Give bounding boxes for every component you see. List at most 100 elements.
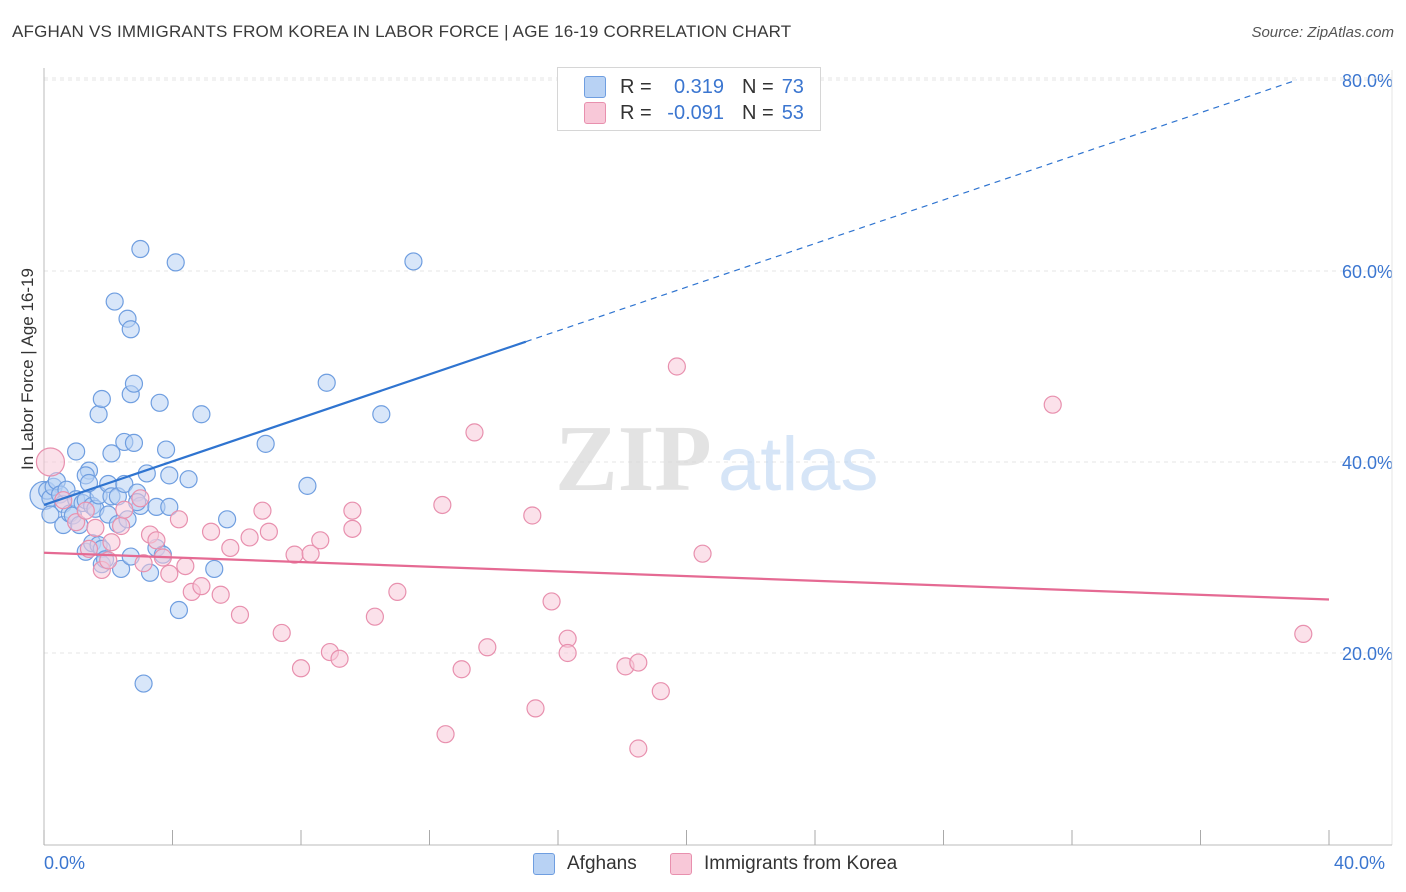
korea-point	[436, 725, 455, 744]
korea-point	[542, 592, 561, 611]
y-tick-label: 80.0%	[1342, 71, 1393, 91]
series-legend-korea[interactable]: Immigrants from Korea	[670, 853, 897, 875]
korea-point	[86, 518, 105, 537]
legend-row-afghans: R = 0.319 N = 73	[584, 74, 804, 100]
korea-point	[102, 533, 121, 552]
korea-point	[433, 495, 452, 515]
afghans-point	[89, 405, 108, 424]
korea-point	[253, 501, 272, 520]
korea-point	[365, 607, 384, 626]
korea-legend-swatch	[670, 853, 692, 875]
korea-point	[147, 531, 166, 550]
correlation-legend: R = 0.319 N = 73 R = -0.091 N = 53	[557, 67, 821, 131]
afghans-point	[156, 440, 176, 459]
afghans-point	[41, 505, 60, 524]
korea-point	[629, 653, 648, 672]
afghans-point	[169, 600, 189, 620]
korea-point	[134, 554, 153, 573]
n-label: N =	[742, 75, 774, 98]
korea-point	[115, 500, 134, 519]
afghans-trend-line	[43, 340, 527, 507]
korea-r-value: -0.091	[667, 101, 724, 124]
y-tick-label: 60.0%	[1342, 262, 1393, 282]
afghans-point	[372, 405, 391, 424]
afghans-point	[111, 559, 131, 579]
korea-point	[1294, 624, 1313, 644]
korea-point	[291, 659, 311, 678]
y-tick-label: 40.0%	[1342, 453, 1393, 473]
korea-point	[651, 682, 670, 701]
korea-trend-line	[43, 551, 1330, 601]
korea-point	[667, 357, 686, 376]
afghans-point	[67, 442, 86, 461]
korea-point	[452, 660, 471, 679]
afghans-legend-label: Afghans	[567, 853, 637, 874]
korea-point	[311, 531, 330, 550]
korea-point	[465, 423, 484, 442]
afghans-point	[121, 320, 140, 339]
korea-point	[221, 538, 240, 558]
afghans-point	[124, 374, 144, 393]
afghans-point	[134, 674, 153, 693]
afghans-point	[131, 239, 150, 259]
afghans-point	[124, 433, 144, 452]
afghans-point	[205, 559, 224, 579]
source-credit: Source: ZipAtlas.com	[1251, 24, 1394, 41]
afghans-r-value: 0.319	[673, 75, 724, 98]
korea-point	[35, 447, 66, 477]
watermark-atlas: atlas	[718, 422, 879, 507]
legend-row-korea: R = -0.091 N = 53	[584, 100, 804, 126]
afghans-point	[298, 476, 317, 495]
korea-legend-label: Immigrants from Korea	[704, 853, 898, 874]
y-axis-label: In Labor Force | Age 16-19	[18, 268, 37, 470]
afghans-point	[218, 510, 237, 529]
korea-point	[330, 649, 349, 668]
x-tick-label-max: 40.0%	[1334, 853, 1386, 873]
afghans-point	[150, 393, 169, 412]
korea-point	[629, 739, 648, 758]
korea-point	[76, 501, 95, 520]
afghans-point	[166, 253, 185, 272]
korea-n-value: 53	[781, 101, 804, 124]
korea-point	[169, 510, 189, 529]
afghans-n-value: 73	[781, 75, 804, 98]
korea-point	[160, 564, 179, 583]
korea-point	[558, 643, 577, 663]
afghans-point	[102, 444, 121, 463]
afghans-point	[92, 389, 111, 409]
korea-point	[131, 489, 150, 508]
korea-point	[240, 528, 259, 547]
korea-swatch	[584, 102, 606, 124]
korea-point	[388, 582, 407, 601]
korea-point	[259, 522, 278, 541]
afghans-point	[105, 292, 124, 311]
korea-point	[343, 519, 362, 538]
r-label: R =	[620, 101, 652, 124]
korea-point	[201, 522, 221, 541]
series-legend-afghans[interactable]: Afghans	[533, 853, 637, 875]
korea-point	[478, 638, 497, 657]
x-tick-label-min: 0.0%	[44, 853, 86, 873]
afghans-legend-swatch	[533, 853, 555, 875]
afghans-point	[160, 466, 179, 485]
afghans-point	[317, 373, 336, 392]
korea-point	[343, 501, 362, 520]
afghans-point	[404, 252, 423, 271]
korea-point	[211, 585, 230, 604]
watermark-zip: ZIP	[555, 407, 712, 511]
korea-point	[176, 556, 195, 576]
afghans-point	[256, 434, 275, 453]
korea-point	[523, 506, 542, 525]
afghans-point	[179, 470, 198, 489]
korea-point	[192, 577, 211, 596]
korea-point	[1043, 395, 1062, 414]
afghans-swatch	[584, 76, 606, 98]
korea-point	[111, 516, 131, 536]
y-tick-label: 20.0%	[1342, 644, 1393, 664]
afghans-trend-extension	[525, 79, 1298, 343]
n-label: N =	[742, 101, 774, 124]
afghans-point	[192, 405, 211, 424]
korea-point	[272, 623, 291, 643]
korea-point	[230, 605, 250, 624]
